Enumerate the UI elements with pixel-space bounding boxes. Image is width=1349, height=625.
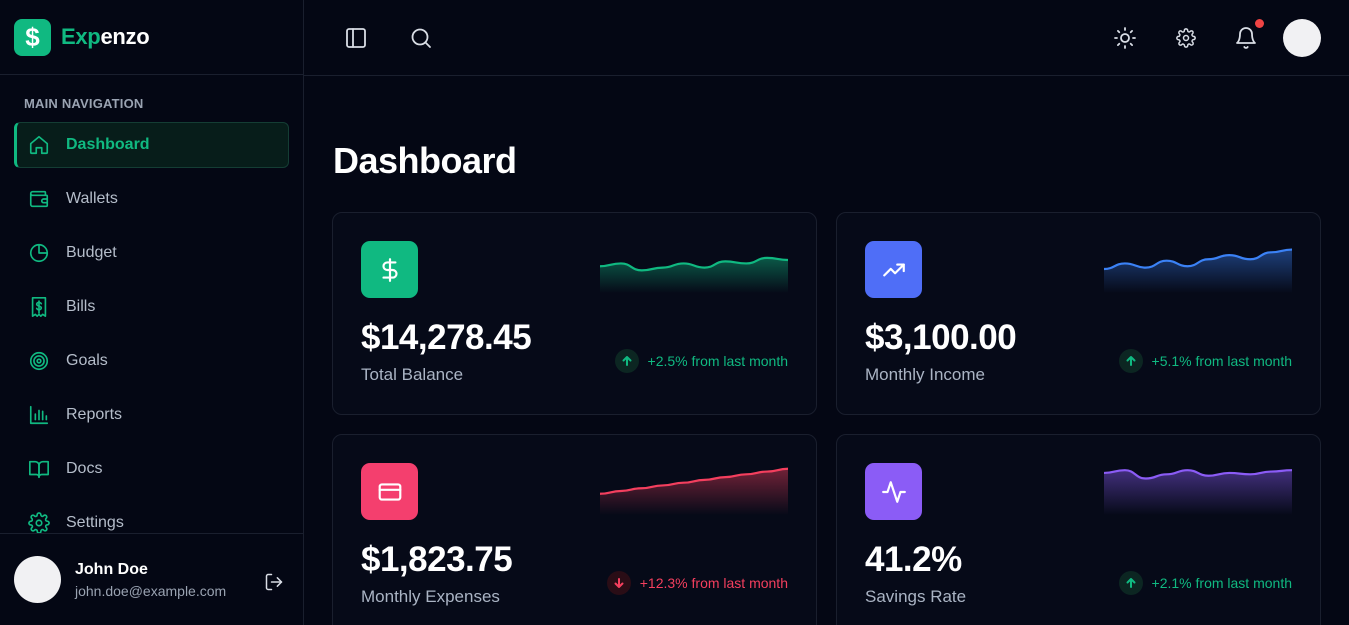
- bell-icon: [1236, 27, 1256, 49]
- sidebar-item-label: Bills: [66, 298, 96, 315]
- gear-icon: [1176, 28, 1196, 48]
- dollar-logo-icon: $: [14, 18, 51, 56]
- receipt-icon: [27, 295, 51, 319]
- sparkline-area: [600, 257, 788, 293]
- user-email: john.doe@example.com: [75, 582, 227, 599]
- sidebar-item-reports[interactable]: Reports: [14, 392, 289, 438]
- avatar[interactable]: [14, 556, 61, 603]
- card-label: Monthly Expenses: [361, 587, 500, 606]
- arrow-up-icon: [1118, 349, 1143, 373]
- sparkline-area: [1104, 249, 1292, 293]
- sun-icon: [1114, 27, 1136, 49]
- sidebar-item-wallets[interactable]: Wallets: [14, 176, 289, 222]
- search-icon: [411, 28, 431, 48]
- trend-indicator: +5.1% from last month: [1118, 349, 1292, 373]
- home-icon: [27, 133, 51, 157]
- sidebar-item-label: Dashboard: [66, 136, 150, 153]
- sparkline-area: [1104, 470, 1292, 515]
- card-label: Monthly Income: [865, 365, 985, 384]
- sidebar-item-budget[interactable]: Budget: [14, 230, 289, 276]
- trend-text: +2.5% from last month: [647, 353, 788, 369]
- sidebar-item-label: Wallets: [66, 190, 118, 207]
- user-profile: John Doe john.doe@example.com: [0, 533, 303, 625]
- card-label: Savings Rate: [865, 587, 967, 606]
- topbar: [304, 0, 1349, 76]
- dollar-icon: [361, 241, 418, 298]
- stat-card: 41.2% Savings Rate +2.1% from last month: [836, 434, 1321, 625]
- sidebar-item-bills[interactable]: Bills: [14, 284, 289, 330]
- notifications-button[interactable]: [1234, 26, 1258, 50]
- trend-text: +12.3% from last month: [639, 575, 788, 591]
- sparkline-line: [600, 256, 788, 272]
- credit-card-icon: [361, 463, 418, 520]
- trending-up-icon: [865, 241, 922, 298]
- pie-chart-icon: [27, 241, 51, 265]
- sidebar-item-dashboard[interactable]: Dashboard: [14, 122, 289, 168]
- card-value: $14,278.45: [361, 318, 532, 357]
- sidebar-toggle-button[interactable]: [344, 26, 368, 50]
- card-value: $3,100.00: [865, 318, 1017, 357]
- brand[interactable]: $ Expenzo: [0, 0, 303, 75]
- brand-name-part2: enzo: [100, 24, 150, 49]
- user-info: John Doe john.doe@example.com: [75, 561, 226, 599]
- sidebar-item-settings[interactable]: Settings: [14, 500, 289, 546]
- sidebar-item-label: Goals: [66, 352, 108, 369]
- notification-dot: [1255, 19, 1264, 28]
- sparkline: [600, 256, 788, 293]
- sidebar: $ Expenzo MAIN NAVIGATION Dashboard Wall…: [0, 0, 304, 625]
- search-button[interactable]: [409, 26, 433, 50]
- book-icon: [27, 457, 51, 481]
- card-label: Total Balance: [361, 365, 464, 384]
- sparkline: [1104, 248, 1292, 293]
- theme-toggle-button[interactable]: [1113, 26, 1137, 50]
- sidebar-item-label: Budget: [66, 244, 117, 261]
- user-name: John Doe: [75, 560, 148, 578]
- stat-card: $3,100.00 Monthly Income +5.1% from last…: [836, 212, 1321, 415]
- avatar[interactable]: [1283, 19, 1321, 57]
- sidebar-toggle-icon: [346, 28, 366, 48]
- bar-chart-icon: [27, 403, 51, 427]
- sidebar-item-label: Settings: [66, 514, 124, 531]
- nav-heading: MAIN NAVIGATION: [24, 96, 144, 111]
- sparkline-line: [600, 467, 788, 495]
- settings-button[interactable]: [1174, 26, 1198, 50]
- trend-text: +2.1% from last month: [1151, 575, 1292, 591]
- sidebar-item-label: Docs: [66, 460, 103, 477]
- trend-indicator: +2.5% from last month: [614, 349, 788, 373]
- trend-text: +5.1% from last month: [1151, 353, 1292, 369]
- activity-icon: [865, 463, 922, 520]
- sparkline-line: [1104, 469, 1292, 480]
- stat-card: $1,823.75 Monthly Expenses +12.3% from l…: [332, 434, 817, 625]
- sidebar-item-docs[interactable]: Docs: [14, 446, 289, 492]
- brand-name-part1: Exp: [61, 24, 101, 49]
- sparkline-area: [600, 468, 788, 515]
- arrow-up-icon: [614, 349, 639, 373]
- sidebar-item-label: Reports: [66, 406, 123, 423]
- brand-name: Expenzo: [61, 24, 150, 50]
- trend-indicator: +12.3% from last month: [606, 571, 788, 595]
- page-title: Dashboard: [333, 140, 517, 181]
- wallet-icon: [27, 187, 51, 211]
- main-navigation: Dashboard Wallets Budget Bills Goals: [14, 122, 289, 554]
- target-icon: [27, 349, 51, 373]
- gear-icon: [27, 511, 51, 535]
- sparkline-line: [1104, 248, 1292, 271]
- arrow-up-icon: [1118, 571, 1143, 595]
- sparkline: [1104, 469, 1292, 515]
- card-value: $1,823.75: [361, 540, 513, 579]
- card-value: 41.2%: [865, 540, 962, 579]
- trend-indicator: +2.1% from last month: [1118, 571, 1292, 595]
- arrow-down-icon: [606, 571, 631, 595]
- logout-icon: [265, 573, 283, 591]
- logout-button[interactable]: [264, 572, 284, 592]
- sidebar-item-goals[interactable]: Goals: [14, 338, 289, 384]
- sparkline: [600, 467, 788, 515]
- stat-card: $14,278.45 Total Balance +2.5% from last…: [332, 212, 817, 415]
